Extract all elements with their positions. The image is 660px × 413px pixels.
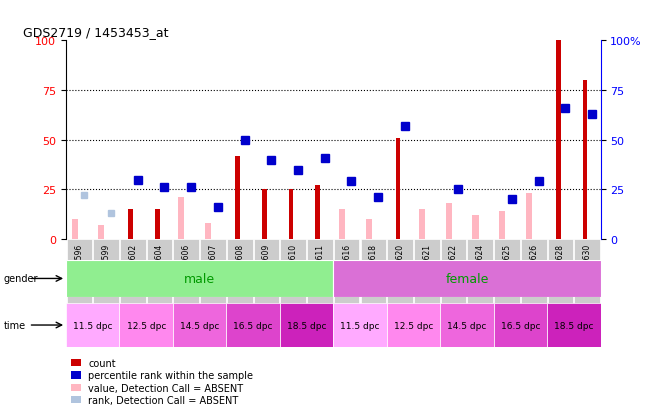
Text: 11.5 dpc: 11.5 dpc xyxy=(341,321,379,330)
FancyBboxPatch shape xyxy=(66,260,333,297)
Bar xyxy=(98,225,104,240)
FancyBboxPatch shape xyxy=(333,260,601,297)
Text: 11.5 dpc: 11.5 dpc xyxy=(73,321,112,330)
Text: male: male xyxy=(184,272,215,285)
FancyBboxPatch shape xyxy=(574,240,600,312)
Legend: count, percentile rank within the sample, value, Detection Call = ABSENT, rank, : count, percentile rank within the sample… xyxy=(71,358,253,405)
FancyBboxPatch shape xyxy=(280,240,306,312)
Text: time: time xyxy=(3,320,26,330)
FancyBboxPatch shape xyxy=(227,240,253,312)
Text: 16.5 dpc: 16.5 dpc xyxy=(501,321,540,330)
Text: GSM158607: GSM158607 xyxy=(209,243,218,289)
Text: 16.5 dpc: 16.5 dpc xyxy=(234,321,273,330)
Text: GSM158625: GSM158625 xyxy=(502,243,512,289)
FancyBboxPatch shape xyxy=(387,304,440,347)
Bar xyxy=(205,224,211,240)
FancyBboxPatch shape xyxy=(66,304,119,347)
Bar xyxy=(339,210,345,240)
FancyBboxPatch shape xyxy=(120,240,146,312)
FancyBboxPatch shape xyxy=(548,240,574,312)
Text: 12.5 dpc: 12.5 dpc xyxy=(127,321,166,330)
Bar xyxy=(288,190,294,240)
FancyBboxPatch shape xyxy=(173,304,226,347)
Bar xyxy=(178,198,185,240)
Text: GSM158602: GSM158602 xyxy=(128,243,137,289)
Bar xyxy=(583,81,587,240)
FancyBboxPatch shape xyxy=(200,240,226,312)
Text: 18.5 dpc: 18.5 dpc xyxy=(554,321,593,330)
FancyBboxPatch shape xyxy=(307,240,333,312)
Text: gender: gender xyxy=(3,274,38,284)
Bar xyxy=(446,204,452,240)
Text: 14.5 dpc: 14.5 dpc xyxy=(180,321,219,330)
Text: GSM158606: GSM158606 xyxy=(182,243,191,289)
FancyBboxPatch shape xyxy=(414,240,440,312)
Text: GSM158608: GSM158608 xyxy=(235,243,244,289)
Bar xyxy=(419,210,425,240)
FancyBboxPatch shape xyxy=(547,304,601,347)
Text: GSM158609: GSM158609 xyxy=(262,243,271,289)
Bar xyxy=(395,138,401,240)
Bar xyxy=(262,190,267,240)
FancyBboxPatch shape xyxy=(119,304,173,347)
Text: GSM158596: GSM158596 xyxy=(75,243,84,289)
FancyBboxPatch shape xyxy=(441,240,467,312)
Text: GSM158611: GSM158611 xyxy=(315,243,325,289)
FancyBboxPatch shape xyxy=(387,240,413,312)
FancyBboxPatch shape xyxy=(280,304,333,347)
Bar xyxy=(71,220,78,240)
Text: 12.5 dpc: 12.5 dpc xyxy=(394,321,433,330)
Text: GSM158628: GSM158628 xyxy=(556,243,565,289)
Text: 18.5 dpc: 18.5 dpc xyxy=(287,321,326,330)
FancyBboxPatch shape xyxy=(67,240,92,312)
Text: GSM158618: GSM158618 xyxy=(369,243,378,289)
FancyBboxPatch shape xyxy=(521,240,546,312)
FancyBboxPatch shape xyxy=(174,240,199,312)
FancyBboxPatch shape xyxy=(440,304,494,347)
Text: GSM158622: GSM158622 xyxy=(449,243,458,289)
Text: GDS2719 / 1453453_at: GDS2719 / 1453453_at xyxy=(23,26,169,39)
Bar xyxy=(473,216,478,240)
FancyBboxPatch shape xyxy=(147,240,172,312)
Text: GSM158630: GSM158630 xyxy=(583,243,592,289)
FancyBboxPatch shape xyxy=(467,240,493,312)
Text: GSM158620: GSM158620 xyxy=(395,243,405,289)
Text: female: female xyxy=(446,272,488,285)
Bar xyxy=(128,210,133,240)
Text: GSM158624: GSM158624 xyxy=(476,243,485,289)
Text: 14.5 dpc: 14.5 dpc xyxy=(447,321,486,330)
FancyBboxPatch shape xyxy=(333,304,387,347)
FancyBboxPatch shape xyxy=(93,240,119,312)
Text: GSM158621: GSM158621 xyxy=(422,243,432,289)
FancyBboxPatch shape xyxy=(360,240,386,312)
FancyBboxPatch shape xyxy=(226,304,280,347)
FancyBboxPatch shape xyxy=(494,304,547,347)
Bar xyxy=(499,212,506,240)
FancyBboxPatch shape xyxy=(494,240,520,312)
Text: GSM158599: GSM158599 xyxy=(102,243,111,289)
Bar xyxy=(155,210,160,240)
Bar xyxy=(235,156,240,240)
Bar xyxy=(526,194,532,240)
Bar xyxy=(315,186,320,240)
FancyBboxPatch shape xyxy=(334,240,360,312)
FancyBboxPatch shape xyxy=(253,240,279,312)
Bar xyxy=(556,41,561,240)
Text: GSM158616: GSM158616 xyxy=(342,243,351,289)
Bar xyxy=(366,220,372,240)
Text: GSM158604: GSM158604 xyxy=(155,243,164,289)
Text: GSM158610: GSM158610 xyxy=(288,243,298,289)
Text: GSM158626: GSM158626 xyxy=(529,243,539,289)
